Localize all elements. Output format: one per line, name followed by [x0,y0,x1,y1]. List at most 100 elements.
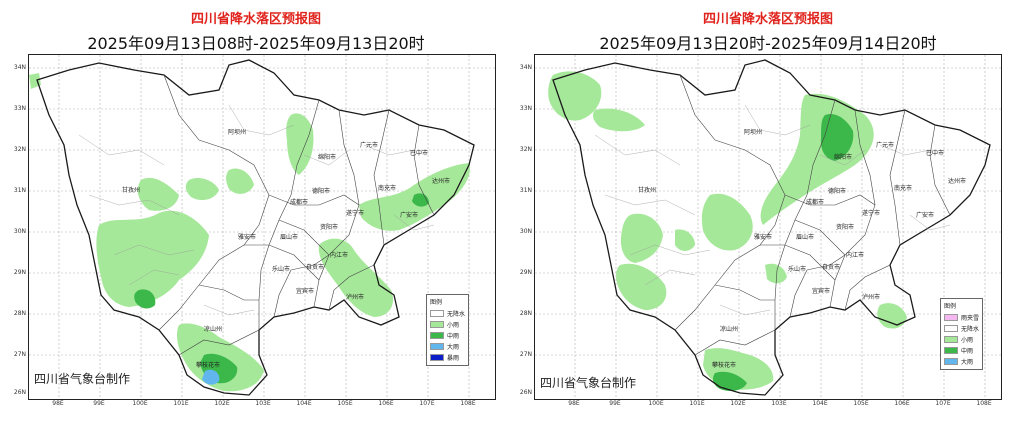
city-label: 雅安市 [754,234,773,241]
legend-item: 雨夹雪 [944,312,979,323]
city-label: 眉山市 [796,234,815,241]
legend-item: 无降水 [430,308,465,319]
map-frame [534,54,1002,400]
legend-item: 中雨 [430,330,465,341]
city-label: 达州市 [432,178,451,185]
rain-areas-heavy [202,369,220,385]
city-label: 攀枝花市 [712,362,737,369]
legend-label: 无降水 [961,326,980,333]
light-rain-west [96,210,209,307]
city-label: 阿坝州 [744,129,763,136]
city-label: 成都市 [806,199,825,206]
legend-label: 暴雨 [447,355,460,362]
city-boundaries [674,74,951,356]
legend-label: 中雨 [961,348,974,355]
lat-label: 28N [519,310,532,317]
panel-title: 四川省降水落区预报图 [702,12,833,27]
lat-label: 32N [519,146,532,153]
city-label: 广安市 [916,212,935,219]
lon-label: 104E [296,400,312,407]
light-rain-patch-2 [226,168,254,194]
city-label: 达州市 [948,178,967,185]
lat-label: 29N [13,269,26,276]
lat-label: 26N [13,389,26,396]
city-label: 阿坝州 [228,129,247,136]
lon-label: 106E [894,400,910,407]
city-label: 乐山市 [788,266,807,273]
rain-areas-moderate [712,113,854,391]
legend-swatch [430,310,444,317]
city-label: 自贡市 [822,264,841,271]
light-rain-north-strip [592,108,645,132]
lon-label: 101E [689,400,705,407]
credit-text: 四川省气象台制作 [34,372,131,386]
panel-subtitle: 2025年09月13日08时-2025年09月13日20时 [87,34,425,53]
legend-swatch [430,321,444,328]
lon-label: 107E [419,400,435,407]
lat-label: 34N [13,64,26,71]
legend: 图例 雨夹雪 无降水 小雨 中雨 大雨 [940,298,984,370]
legend-label: 大雨 [961,359,974,366]
province-boundary [552,59,991,396]
lon-label: 100E [132,400,148,407]
legend-item: 大雨 [430,341,465,352]
rain-areas-light [29,73,470,392]
city-label: 内江市 [846,252,865,259]
city-label: 遂宁市 [862,210,881,217]
lon-label: 99E [93,400,105,407]
city-label: 巴中市 [926,150,945,157]
legend-item: 中雨 [944,345,979,356]
lat-label: 31N [13,187,26,194]
city-label: 甘孜州 [638,187,657,194]
lon-label: 108E [976,400,992,407]
city-label: 甘孜州 [122,187,141,194]
legend-swatch [944,336,958,343]
city-label: 广元市 [876,142,895,149]
county-boundaries [594,104,951,316]
legend-swatch [944,347,958,354]
city-label: 宜宾市 [296,288,315,295]
city-label: 凉山州 [204,326,223,333]
city-label: 攀枝花市 [196,362,221,369]
city-boundaries [158,74,435,356]
credit-text: 四川省气象台制作 [540,376,637,390]
lon-label: 102E [214,400,230,407]
light-rain-west-patch [675,229,695,251]
province-boundary [36,59,475,396]
legend-swatch [430,354,444,361]
lon-label: 103E [771,400,787,407]
lat-label: 27N [519,351,532,358]
legend-swatch [430,332,444,339]
lon-label: 107E [935,400,951,407]
forecast-panel-left: 四川省降水落区预报图 2025年09月13日08时-2025年09月13日20时 [13,12,496,407]
legend-item: 无降水 [944,323,979,334]
light-rain-central-east [765,263,787,284]
city-label: 绵阳市 [318,154,337,161]
city-label: 广元市 [360,142,379,149]
legend-item: 大雨 [944,356,979,367]
lon-label: 100E [648,400,664,407]
lat-label: 31N [519,187,532,194]
heavy-rain-south [202,369,220,385]
lon-label: 98E [568,400,580,407]
city-label: 资阳市 [320,224,339,231]
city-label: 巴中市 [410,150,429,157]
precipitation-map [29,55,495,399]
legend-label: 雨夹雪 [961,315,980,322]
city-label: 内江市 [330,252,349,259]
light-rain-southeast [318,238,394,317]
lon-label: 99E [609,400,621,407]
legend-title: 图例 [430,299,443,306]
lon-label: 104E [812,400,828,407]
legend-swatch [944,314,958,321]
light-rain-central-west [137,177,179,211]
city-label: 眉山市 [280,234,299,241]
city-label: 雅安市 [238,234,257,241]
lon-label: 108E [460,400,476,407]
panel-subtitle: 2025年09月13日20时-2025年09月14日20时 [599,34,937,53]
lat-label: 26N [519,389,532,396]
legend-label: 小雨 [961,337,974,344]
legend-title: 图例 [944,303,957,310]
city-label: 泸州市 [346,294,365,301]
light-rain-northeast [286,113,314,175]
